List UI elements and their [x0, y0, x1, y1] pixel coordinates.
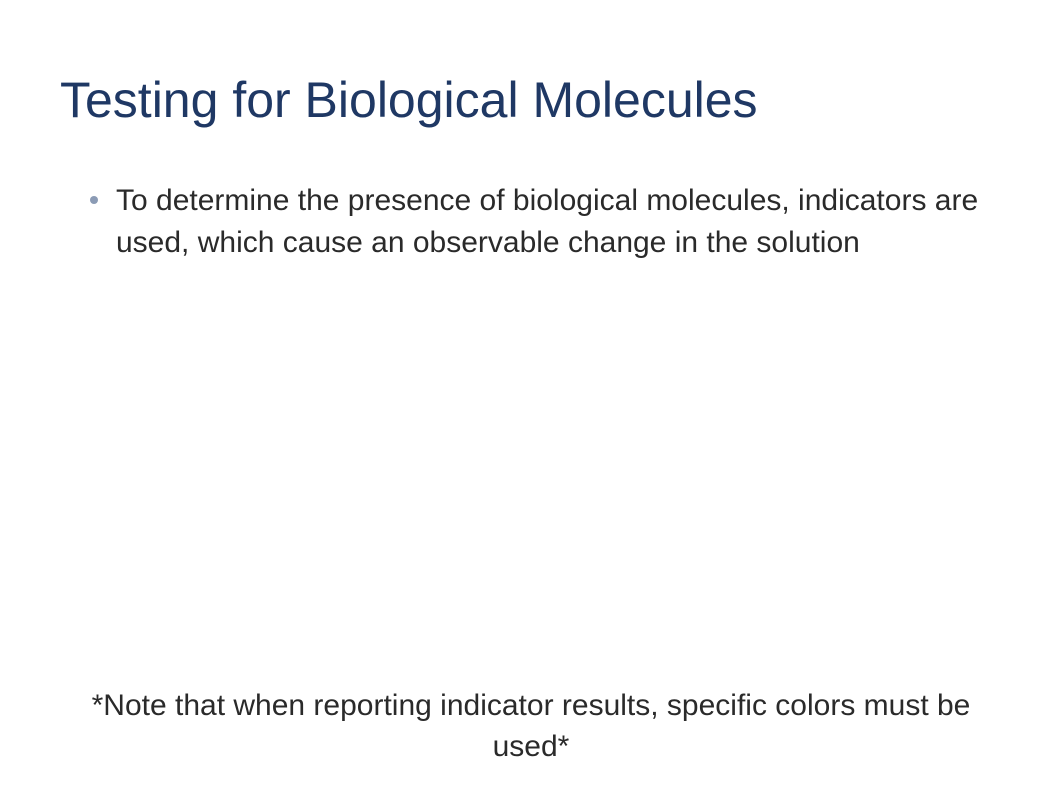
slide-container: Testing for Biological Molecules To dete…: [0, 0, 1062, 797]
bullet-text: To determine the presence of biological …: [116, 180, 1002, 264]
bullet-item: To determine the presence of biological …: [90, 180, 1002, 264]
footer-note: *Note that when reporting indicator resu…: [60, 686, 1002, 767]
bullet-dot-icon: [90, 196, 98, 204]
slide-title: Testing for Biological Molecules: [60, 70, 1002, 130]
slide-content: To determine the presence of biological …: [60, 180, 1002, 264]
